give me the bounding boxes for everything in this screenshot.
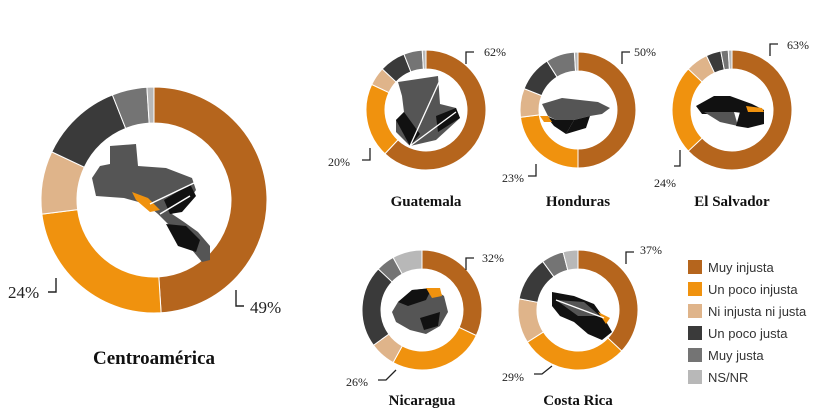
slice-muy-injusta xyxy=(687,49,793,171)
legend-label: NS/NR xyxy=(708,369,749,385)
legend-swatch xyxy=(688,370,702,384)
legend-item-un-poco-injusta: Un poco injusta xyxy=(688,278,818,300)
donut-ring-costa-rica xyxy=(517,249,639,371)
legend-label: Muy justa xyxy=(708,347,764,363)
legend-item-ni-injusta-ni-justa: Ni injusta ni justa xyxy=(688,300,818,322)
legend-swatch xyxy=(688,260,702,274)
slice-un-poco-justa xyxy=(361,268,393,346)
slice-muy-injusta xyxy=(384,49,487,171)
legend-swatch xyxy=(688,304,702,318)
title-nicaragua: Nicaragua xyxy=(389,393,456,409)
title-el-salvador: El Salvador xyxy=(694,194,770,210)
slice-un-poco-injusta xyxy=(365,83,399,155)
callout-el-salvador xyxy=(674,43,778,167)
legend-swatch xyxy=(688,282,702,296)
chart-nicaragua: 32% 26% Nicaragua xyxy=(346,249,504,409)
chart-costa-rica: 37% 29% Costa Rica xyxy=(502,243,662,409)
label-un-poco-injusta-nicaragua: 26% xyxy=(346,375,368,389)
slice-muy-injusta xyxy=(153,86,268,314)
label-muy-injusta-centroamerica: 49% xyxy=(250,298,281,317)
label-un-poco-injusta-honduras: 23% xyxy=(502,171,524,185)
label-muy-injusta-costa-rica: 37% xyxy=(640,243,662,257)
slice-un-poco-injusta xyxy=(41,209,162,314)
slice-un-poco-injusta xyxy=(671,68,703,152)
map-honduras xyxy=(540,98,610,134)
slice-ns-nr xyxy=(421,49,427,70)
title-honduras: Honduras xyxy=(546,194,610,210)
slice-ns-nr xyxy=(573,51,579,72)
callout-nicaragua xyxy=(378,257,474,381)
chart-guatemala: 62% 20% Guatemala xyxy=(328,45,506,210)
legend-label: Ni injusta ni justa xyxy=(708,303,807,319)
map-centroamerica xyxy=(92,144,210,262)
label-un-poco-injusta-guatemala: 20% xyxy=(328,155,350,169)
map-costa-rica xyxy=(552,292,612,340)
callout-centroamerica xyxy=(48,278,244,307)
label-un-poco-injusta-el-salvador: 24% xyxy=(654,176,676,190)
label-muy-injusta-nicaragua: 32% xyxy=(482,251,504,265)
legend: Muy injusta Un poco injusta Ni injusta n… xyxy=(688,256,818,388)
slice-ns-nr xyxy=(146,86,155,124)
label-un-poco-injusta-costa-rica: 29% xyxy=(502,370,524,384)
slice-ns-nr xyxy=(392,249,423,275)
slice-muy-injusta xyxy=(577,51,637,169)
label-muy-injusta-honduras: 50% xyxy=(634,45,656,59)
legend-label: Muy injusta xyxy=(708,259,774,275)
legend-swatch xyxy=(688,326,702,340)
slice-ns-nr xyxy=(727,49,733,70)
donut-ring-nicaragua xyxy=(361,249,483,371)
legend-label: Un poco justa xyxy=(708,325,788,341)
legend-item-muy-injusta: Muy injusta xyxy=(688,256,818,278)
label-un-poco-injusta-centroamerica: 24% xyxy=(8,283,39,302)
label-muy-injusta-guatemala: 62% xyxy=(484,45,506,59)
title-guatemala: Guatemala xyxy=(391,194,462,210)
slice-muy-injusta xyxy=(577,249,639,352)
donut-ring-guatemala xyxy=(365,49,487,171)
legend-swatch xyxy=(688,348,702,362)
map-guatemala xyxy=(396,76,460,147)
donut-ring-centroamerica xyxy=(40,86,268,314)
slice-ns-nr xyxy=(562,249,579,271)
chart-el-salvador: 63% 24% El Salvador xyxy=(654,38,809,210)
donut-ring-honduras xyxy=(519,51,637,169)
legend-item-muy-justa: Muy justa xyxy=(688,344,818,366)
slice-un-poco-injusta xyxy=(526,331,623,371)
donut-ring-el-salvador xyxy=(671,49,793,171)
callout-costa-rica xyxy=(534,251,634,375)
slice-un-poco-injusta xyxy=(392,326,477,371)
title-costa-rica: Costa Rica xyxy=(543,393,613,409)
title-centroamerica: Centroamérica xyxy=(93,348,216,369)
callout-guatemala xyxy=(362,51,474,161)
map-el-salvador xyxy=(696,96,764,128)
legend-item-ns-nr: NS/NR xyxy=(688,366,818,388)
map-nicaragua xyxy=(392,288,448,334)
chart-honduras: 50% 23% Honduras xyxy=(502,45,656,210)
label-muy-injusta-el-salvador: 63% xyxy=(787,38,809,52)
callout-honduras xyxy=(528,51,630,177)
legend-item-un-poco-justa: Un poco justa xyxy=(688,322,818,344)
legend-label: Un poco injusta xyxy=(708,281,798,297)
chart-centroamerica: 49% 24% Centroamérica xyxy=(8,86,281,369)
